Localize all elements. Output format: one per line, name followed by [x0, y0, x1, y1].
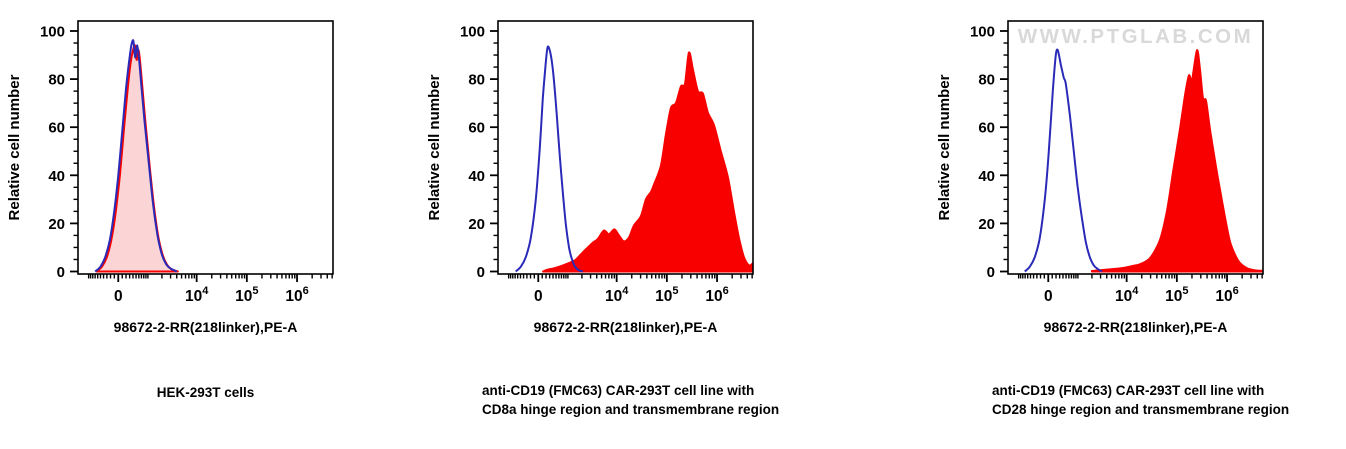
x-tick-label: 106	[285, 285, 308, 305]
y-tick-label: 60	[468, 120, 485, 137]
x-tick-label: 104	[185, 285, 209, 305]
y-tick-label: 40	[48, 168, 65, 185]
y-tick-label: 100	[40, 24, 65, 41]
caption-line: anti-CD19 (FMC63) CAR-293T cell line wit…	[992, 383, 1265, 398]
watermark-text: WWW.PTGLAB.COM	[1018, 25, 1253, 48]
flow-histogram-cd28-car: WWW.PTGLAB.COM 0 20 40 60 80 100 0 104 105 106 9867…	[936, 20, 1264, 335]
y-tick-label: 40	[468, 168, 485, 185]
x-tick-label: 0	[1044, 288, 1053, 305]
chart-caption-hek293t: HEK-293T cells	[85, 384, 326, 403]
y-tick-label: 60	[48, 120, 65, 137]
y-tick-label: 80	[48, 72, 65, 89]
chart-caption-cd8a-car: anti-CD19 (FMC63) CAR-293T cell line wit…	[482, 382, 779, 419]
y-tick-label: 20	[978, 216, 995, 233]
chart-caption-cd28-car: anti-CD19 (FMC63) CAR-293T cell line wit…	[992, 382, 1289, 419]
histogram-curve-red	[1090, 49, 1263, 273]
caption-line: anti-CD19 (FMC63) CAR-293T cell line wit…	[482, 383, 755, 398]
plot-frame	[497, 20, 754, 275]
y-tick-label: 100	[460, 24, 485, 41]
plot-area	[1024, 48, 1263, 273]
caption-line: HEK-293T cells	[156, 385, 255, 400]
y-tick-label: 40	[978, 168, 995, 185]
histogram-curve-blue	[1024, 48, 1103, 273]
x-axis-title: 98672-2-RR(218linker),PE-A	[1044, 319, 1228, 335]
y-tick-label: 20	[468, 216, 485, 233]
histogram-curve-blue	[514, 45, 584, 273]
histogram-curve-red	[95, 44, 179, 273]
y-tick-label: 100	[970, 24, 995, 41]
plot-area	[514, 45, 753, 273]
x-tick-label: 104	[1115, 285, 1139, 305]
y-tick-label: 0	[57, 264, 65, 281]
y-tick-label: 20	[48, 216, 65, 233]
x-tick-label: 104	[605, 285, 629, 305]
plot-area	[94, 39, 179, 273]
x-tick-label: 106	[705, 285, 728, 305]
y-tick-label: 60	[978, 120, 995, 137]
x-tick-label: 105	[655, 285, 678, 305]
histogram-curve-blue	[94, 39, 178, 273]
x-tick-label: 106	[1215, 285, 1238, 305]
y-axis-title: Relative cell number	[426, 74, 443, 220]
plot-frame	[1007, 20, 1264, 275]
y-tick-label: 80	[468, 72, 485, 89]
y-tick-label: 0	[987, 264, 995, 281]
plot-frame	[77, 20, 334, 275]
x-tick-label: 0	[534, 288, 543, 305]
x-axis-title: 98672-2-RR(218linker),PE-A	[114, 319, 298, 335]
x-tick-label: 0	[114, 288, 123, 305]
y-tick-label: 80	[978, 72, 995, 89]
y-tick-label: 0	[477, 264, 485, 281]
x-axis-title: 98672-2-RR(218linker),PE-A	[534, 319, 718, 335]
flow-histogram-hek293t: 0 20 40 60 80 100 0 104 105 106 98672-2-RR(218link…	[6, 20, 334, 335]
y-axis-title: Relative cell number	[6, 74, 23, 220]
caption-line: CD28 hinge region and transmembrane regi…	[992, 401, 1290, 417]
y-axis-title: Relative cell number	[936, 74, 953, 220]
histogram-curve-red	[542, 51, 753, 273]
x-tick-label: 105	[235, 285, 258, 305]
caption-line: CD8a hinge region and transmembrane regi…	[482, 401, 780, 417]
flow-histogram-cd8a-car: 0 20 40 60 80 100 0 104 105 106 98672-2-RR(218link…	[426, 20, 754, 335]
x-tick-label: 105	[1165, 285, 1188, 305]
